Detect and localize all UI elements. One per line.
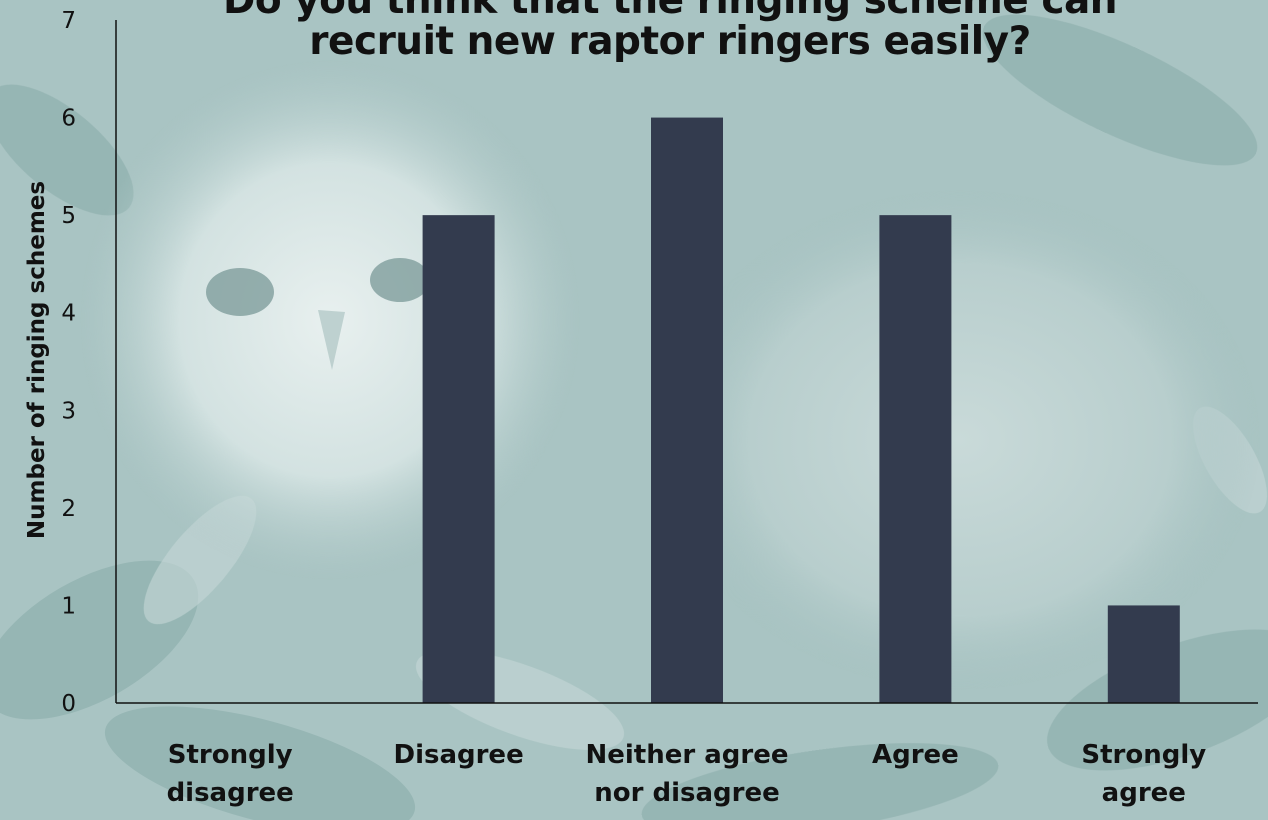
- x-category-label-line: Strongly: [167, 740, 293, 770]
- bar-2: [422, 215, 495, 703]
- y-tick-label: 4: [61, 301, 76, 327]
- y-axis-label: Number of ringing schemes: [24, 180, 50, 540]
- chart-title-line-1: Do you think that the ringing scheme can: [222, 0, 1118, 23]
- y-tick-label: 7: [61, 8, 76, 34]
- bar-5: [1107, 605, 1180, 703]
- y-tick-label: 3: [61, 398, 76, 424]
- x-category-label: Disagree: [329, 736, 589, 774]
- x-category-label-line: disagree: [166, 778, 294, 808]
- y-tick-label: 0: [61, 691, 76, 717]
- x-category-label-line: Disagree: [393, 740, 524, 770]
- x-category-label-line: agree: [1101, 778, 1186, 808]
- y-tick-label: 1: [61, 593, 76, 619]
- bar-4: [879, 215, 952, 703]
- x-category-label-line: Strongly: [1081, 740, 1207, 770]
- x-category-label-line: nor disagree: [594, 778, 780, 808]
- y-tick-label: 5: [61, 203, 76, 229]
- y-tick-label: 6: [61, 106, 76, 132]
- chart-title-line-2: recruit new raptor ringers easily?: [309, 19, 1031, 64]
- bars-group: [422, 117, 1180, 704]
- y-tick-label: 2: [61, 496, 76, 522]
- x-category-label-line: Agree: [871, 740, 959, 770]
- x-category-label: Strongly agree: [1014, 736, 1268, 812]
- bar-3: [651, 117, 723, 704]
- y-tick-labels: 0 1 2 3 4 5 6 7: [61, 8, 76, 717]
- x-category-label: Strongly disagree: [100, 736, 360, 812]
- x-category-label: Agree: [785, 736, 1045, 774]
- x-category-label-line: Neither agree: [585, 740, 789, 770]
- x-category-label: Neither agree nor disagree: [557, 736, 817, 812]
